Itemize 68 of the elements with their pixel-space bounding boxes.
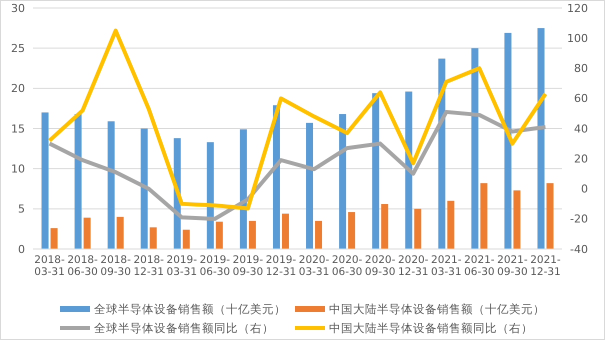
bar xyxy=(150,227,157,249)
legend-label: 全球半导体设备销售额（十亿美元） xyxy=(94,302,286,316)
bar xyxy=(447,200,454,249)
bar xyxy=(306,122,314,249)
bar xyxy=(84,218,91,249)
bar xyxy=(546,183,554,249)
bar xyxy=(372,93,380,249)
legend-label: 中国大陆半导体设备销售额（十亿美元） xyxy=(329,302,545,316)
x-tick-label: 2018-12-31 xyxy=(133,254,164,278)
x-tick-label: 2018-03-31 xyxy=(34,254,65,278)
x-tick-label: 2021-06-30 xyxy=(464,254,495,278)
bar xyxy=(438,58,446,249)
bar xyxy=(240,129,247,249)
x-tick-label: 2021-09-30 xyxy=(497,254,528,278)
x-tick-label: 2018-06-30 xyxy=(67,254,98,278)
legend-label: 全球半导体设备销售额同比（右） xyxy=(94,321,274,336)
bar xyxy=(282,214,289,249)
y2-tick-label: 80 xyxy=(574,62,588,76)
y-tick-label: 25 xyxy=(11,42,25,56)
y2-tick-label: 100 xyxy=(567,32,588,45)
x-tick-label: 2021-12-31 xyxy=(530,254,561,278)
y2-tick-label: -20 xyxy=(570,212,588,226)
bar xyxy=(471,48,478,249)
x-tick-label: 2020-03-31 xyxy=(298,254,330,278)
y-tick-label: 0 xyxy=(18,242,25,256)
y-tick-label: 30 xyxy=(11,2,25,15)
y-tick-label: 10 xyxy=(11,162,25,176)
bar xyxy=(74,114,82,249)
bar xyxy=(116,216,124,249)
bar xyxy=(140,128,148,249)
x-tick-label: 2020-06-30 xyxy=(332,254,363,278)
y2-tick-label: 120 xyxy=(567,2,588,15)
line-series xyxy=(48,110,548,221)
bar xyxy=(405,92,412,249)
line-series xyxy=(48,28,548,210)
bar xyxy=(206,142,214,249)
x-tick-label: 2019-09-30 xyxy=(232,254,264,278)
x-tick-label: 2019-06-30 xyxy=(200,254,230,278)
y2-tick-label: 0 xyxy=(581,182,588,196)
y-tick-label: 20 xyxy=(11,82,25,96)
bar xyxy=(42,112,49,249)
bar xyxy=(248,220,256,249)
y-tick-label: 15 xyxy=(11,122,25,136)
bar xyxy=(108,121,115,249)
legend-label: 中国大陆半导体设备销售额同比（右） xyxy=(329,321,533,336)
bar xyxy=(339,114,346,249)
y2-tick-label: 40 xyxy=(574,122,588,136)
x-tick-label: 2018-09-30 xyxy=(100,254,132,278)
y2-tick-label: -40 xyxy=(570,242,588,256)
bar xyxy=(315,220,322,249)
bar xyxy=(480,183,488,249)
bar xyxy=(182,230,190,249)
bar xyxy=(513,190,520,249)
x-tick-label: 2021-03-31 xyxy=(431,254,462,278)
y-tick-label: 5 xyxy=(18,202,25,216)
bar xyxy=(216,222,223,249)
bar xyxy=(537,28,544,249)
bar xyxy=(348,212,356,249)
y2-tick-label: 60 xyxy=(574,92,588,106)
bar xyxy=(381,204,388,249)
bar xyxy=(414,208,422,249)
x-tick-label: 2020-09-30 xyxy=(364,254,396,278)
x-tick-label: 2020-12-31 xyxy=(398,254,429,278)
bar xyxy=(50,228,58,249)
x-tick-label: 2019-03-31 xyxy=(166,254,198,278)
bar xyxy=(504,32,512,249)
x-tick-label: 2019-12-31 xyxy=(266,254,296,278)
y2-tick-label: 20 xyxy=(574,152,588,166)
